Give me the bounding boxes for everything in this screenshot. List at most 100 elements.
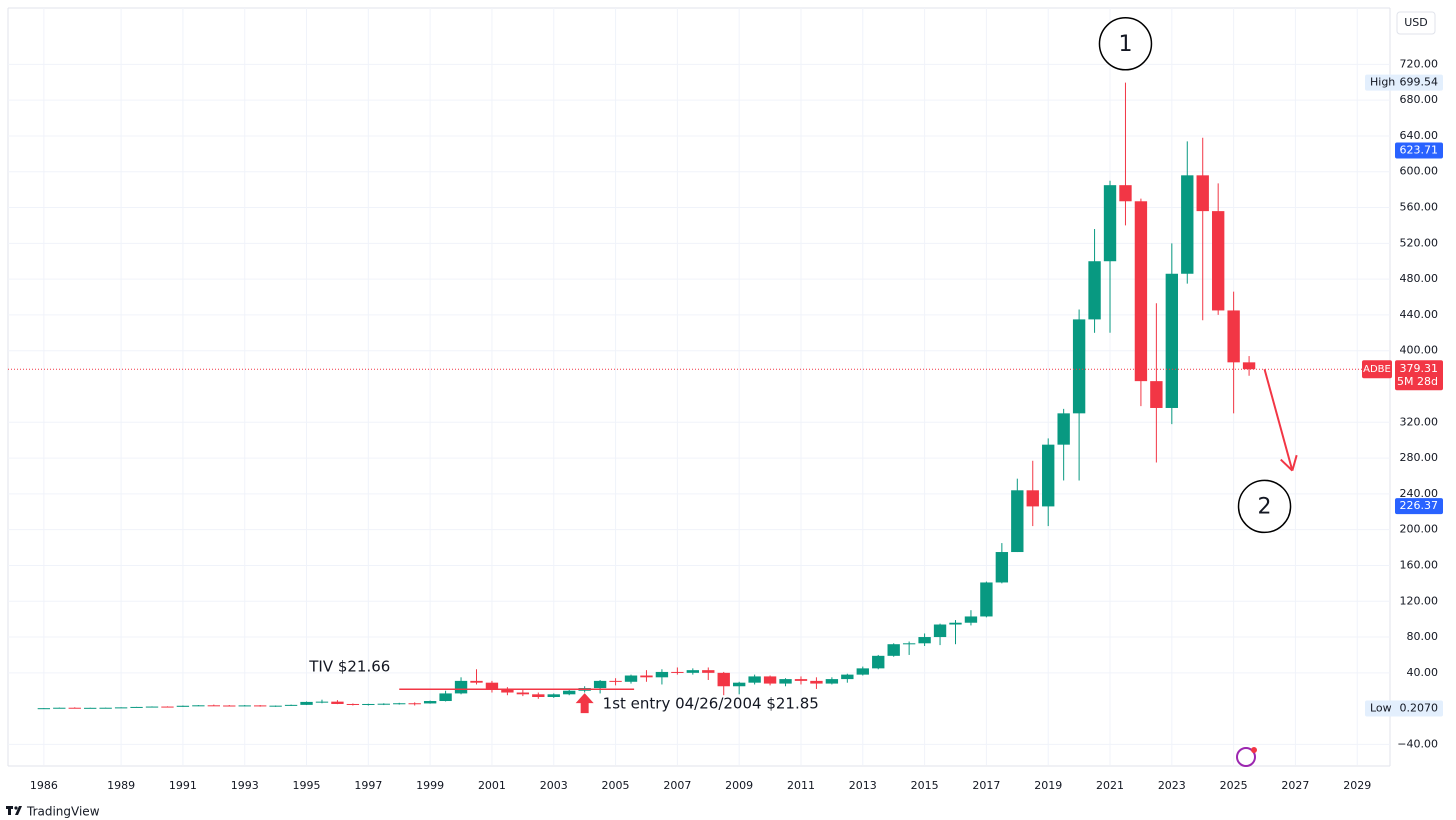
x-tick-label: 2027	[1281, 779, 1309, 792]
x-tick-label: 1989	[107, 779, 135, 792]
candle-body	[1088, 261, 1101, 320]
trend-arrow	[1263, 368, 1298, 472]
callout-label: 2	[1258, 494, 1272, 519]
candle-body	[393, 703, 406, 705]
candle-body	[810, 680, 823, 684]
candle-body	[269, 705, 282, 707]
price-tag	[1395, 498, 1443, 515]
candle-body	[949, 622, 962, 625]
candle-body	[1042, 444, 1055, 507]
price-tag-name: High	[1370, 76, 1395, 89]
candle-body	[1211, 211, 1225, 311]
candle-body	[1103, 185, 1117, 262]
price-tag-value: 699.54	[1400, 76, 1439, 89]
candle-body	[223, 705, 236, 707]
y-tick-label: 240.00	[1400, 487, 1439, 500]
y-tick-label: 120.00	[1400, 594, 1439, 607]
candle-body	[532, 694, 545, 697]
callout-label: 1	[1118, 32, 1132, 57]
x-tick-label: 2005	[602, 779, 630, 792]
tradingview-logo	[6, 806, 22, 815]
y-tick-label: −40.00	[1397, 737, 1438, 750]
candle-body	[856, 668, 869, 675]
candle-body	[732, 682, 746, 687]
price-tag-value: 623.71	[1400, 144, 1439, 157]
currency-box[interactable]	[1396, 11, 1436, 35]
candle-body	[284, 704, 298, 706]
x-tick-label: 1997	[354, 779, 382, 792]
candle-body	[918, 637, 931, 644]
y-tick-label: 560.00	[1400, 201, 1439, 214]
candle-body	[300, 701, 313, 705]
price-tag	[1365, 74, 1443, 91]
candle-body	[362, 703, 375, 705]
candle-body	[763, 676, 777, 684]
candle-body	[331, 701, 344, 704]
y-tick-label: 280.00	[1400, 451, 1439, 464]
candle-body	[1196, 175, 1209, 212]
candle-body	[68, 707, 81, 709]
candle-body	[980, 582, 993, 617]
x-tick-label: 2015	[911, 779, 939, 792]
candle-body	[1242, 362, 1256, 370]
x-tick-label: 2017	[972, 779, 1000, 792]
y-tick-label: 640.00	[1400, 129, 1439, 142]
y-tick-label: 720.00	[1400, 57, 1439, 70]
y-tick-label: 320.00	[1400, 415, 1439, 428]
price-tag-value: 226.37	[1400, 499, 1439, 512]
candle-body	[640, 675, 653, 678]
candle-body	[1119, 185, 1132, 202]
candle-body	[207, 705, 220, 707]
candle-body	[1165, 273, 1179, 408]
candle-body	[825, 679, 839, 684]
candle-body	[964, 616, 978, 623]
candle-body	[37, 708, 51, 710]
candle-body	[176, 705, 190, 707]
trend-arrow-head	[1280, 454, 1298, 472]
candle-body	[717, 672, 730, 687]
candle-body	[53, 707, 66, 709]
candle-body	[609, 680, 622, 682]
entry-arrow	[575, 693, 594, 714]
candle-body	[439, 693, 452, 702]
x-tick-label: 1999	[416, 779, 444, 792]
x-tick-label: 2003	[540, 779, 568, 792]
candle-body	[516, 692, 530, 695]
candle-body	[1072, 319, 1086, 414]
candle-body	[192, 705, 205, 707]
candle-body	[748, 676, 761, 683]
assistant-icon[interactable]	[1236, 747, 1257, 767]
candle-body	[1150, 381, 1163, 408]
x-tick-label: 2021	[1096, 779, 1124, 792]
callout-circle	[1237, 479, 1292, 534]
x-tick-label: 2013	[849, 779, 877, 792]
price-tag-value: 0.2070	[1400, 701, 1439, 714]
price-tag-name: Low	[1370, 701, 1392, 714]
candle-body	[702, 670, 715, 673]
candle-body	[779, 679, 792, 684]
candle-body	[902, 643, 916, 645]
last-price-box	[1362, 360, 1392, 379]
level-label: TIV $21.66	[308, 658, 390, 676]
candle-body	[485, 682, 499, 689]
y-tick-label: 680.00	[1400, 93, 1439, 106]
trend-arrow-line	[1263, 368, 1294, 471]
candle-body	[114, 707, 128, 709]
y-tick-label: 480.00	[1400, 272, 1439, 285]
candle-body	[624, 675, 638, 682]
candle-body	[130, 706, 143, 708]
candle-body	[315, 701, 329, 703]
last-price-symbol: ADBE	[1363, 364, 1391, 375]
price-tag	[1365, 700, 1443, 717]
price-tag	[1395, 142, 1443, 159]
candle-body	[671, 671, 684, 673]
candle-body	[933, 624, 947, 638]
candle-body	[377, 703, 390, 705]
currency: USD	[1404, 16, 1428, 29]
last-price-tag	[1395, 360, 1443, 391]
candle-body	[655, 671, 669, 678]
x-tick-label: 1993	[231, 779, 259, 792]
x-tick-label: 2019	[1034, 779, 1062, 792]
candle-body	[794, 679, 808, 681]
